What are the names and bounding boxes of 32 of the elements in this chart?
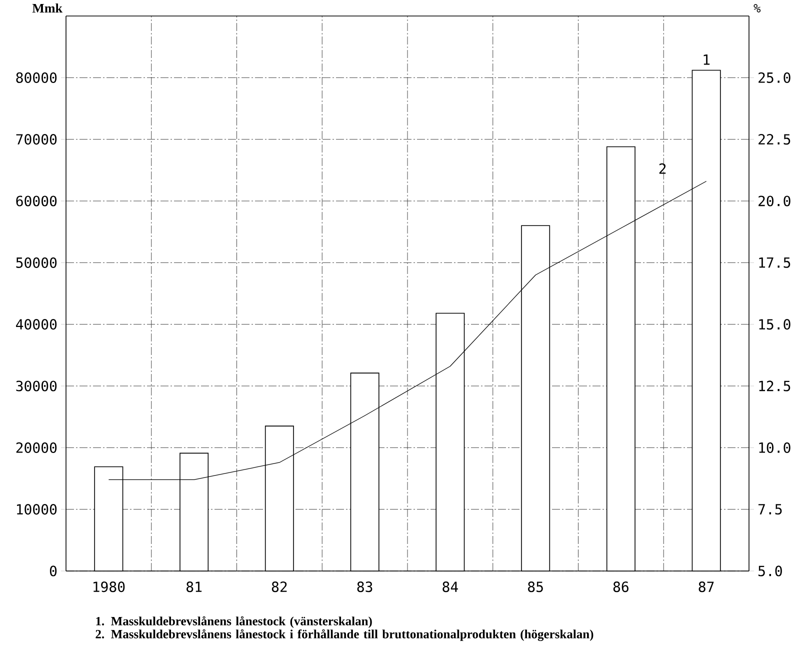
- x-tick-label: 1980: [94, 582, 125, 592]
- y-tick-label: 80000: [16, 72, 57, 83]
- x-tick-label: 81: [186, 582, 202, 592]
- y2-tick-label: 5.0: [758, 566, 782, 576]
- y2-tick-label: 10.0: [759, 442, 790, 453]
- y-tick-label: 60000: [16, 196, 57, 206]
- x-tick-label: 83: [357, 582, 372, 592]
- y2-tick-label: 20.0: [758, 196, 790, 206]
- y-axis-title: Mmk: [32, 3, 62, 12]
- y-tick-label: 40000: [16, 319, 57, 330]
- x-tick-label: 86: [613, 582, 628, 592]
- text: 1. Masskuldebrevslånens lånestock (vänsterskalan): [96, 616, 372, 628]
- x-tick-label: 82: [272, 582, 287, 592]
- y-tick-label: 70000: [16, 134, 57, 145]
- y-tick-label: 20000: [16, 442, 57, 453]
- annotation: 2: [659, 163, 666, 174]
- y-tick-label: 0: [50, 566, 57, 576]
- text: 2. Masskuldebrevslånens lånestock i förhållande till bruttonationalprodukten (högerskalan): [96, 629, 594, 641]
- y2-tick-label: 15.0: [759, 319, 790, 330]
- y2-tick-label: 22.5: [758, 134, 790, 145]
- y-tick-label: 50000: [16, 257, 57, 268]
- y2-tick-label: 17.5: [759, 257, 790, 268]
- x-tick-label: 87: [698, 582, 714, 592]
- annotation: 1: [704, 54, 710, 65]
- x-tick-label: 84: [442, 582, 458, 592]
- y2-tick-label: 12.5: [759, 380, 790, 392]
- y2-axis-title: %: [754, 4, 761, 12]
- y-tick-label: 30000: [16, 380, 57, 392]
- x-tick-label: 85: [528, 582, 543, 592]
- y-tick-label: 10000: [17, 504, 57, 515]
- y2-tick-label: 25.0: [758, 72, 790, 83]
- y2-tick-label: 7.5: [758, 504, 782, 515]
